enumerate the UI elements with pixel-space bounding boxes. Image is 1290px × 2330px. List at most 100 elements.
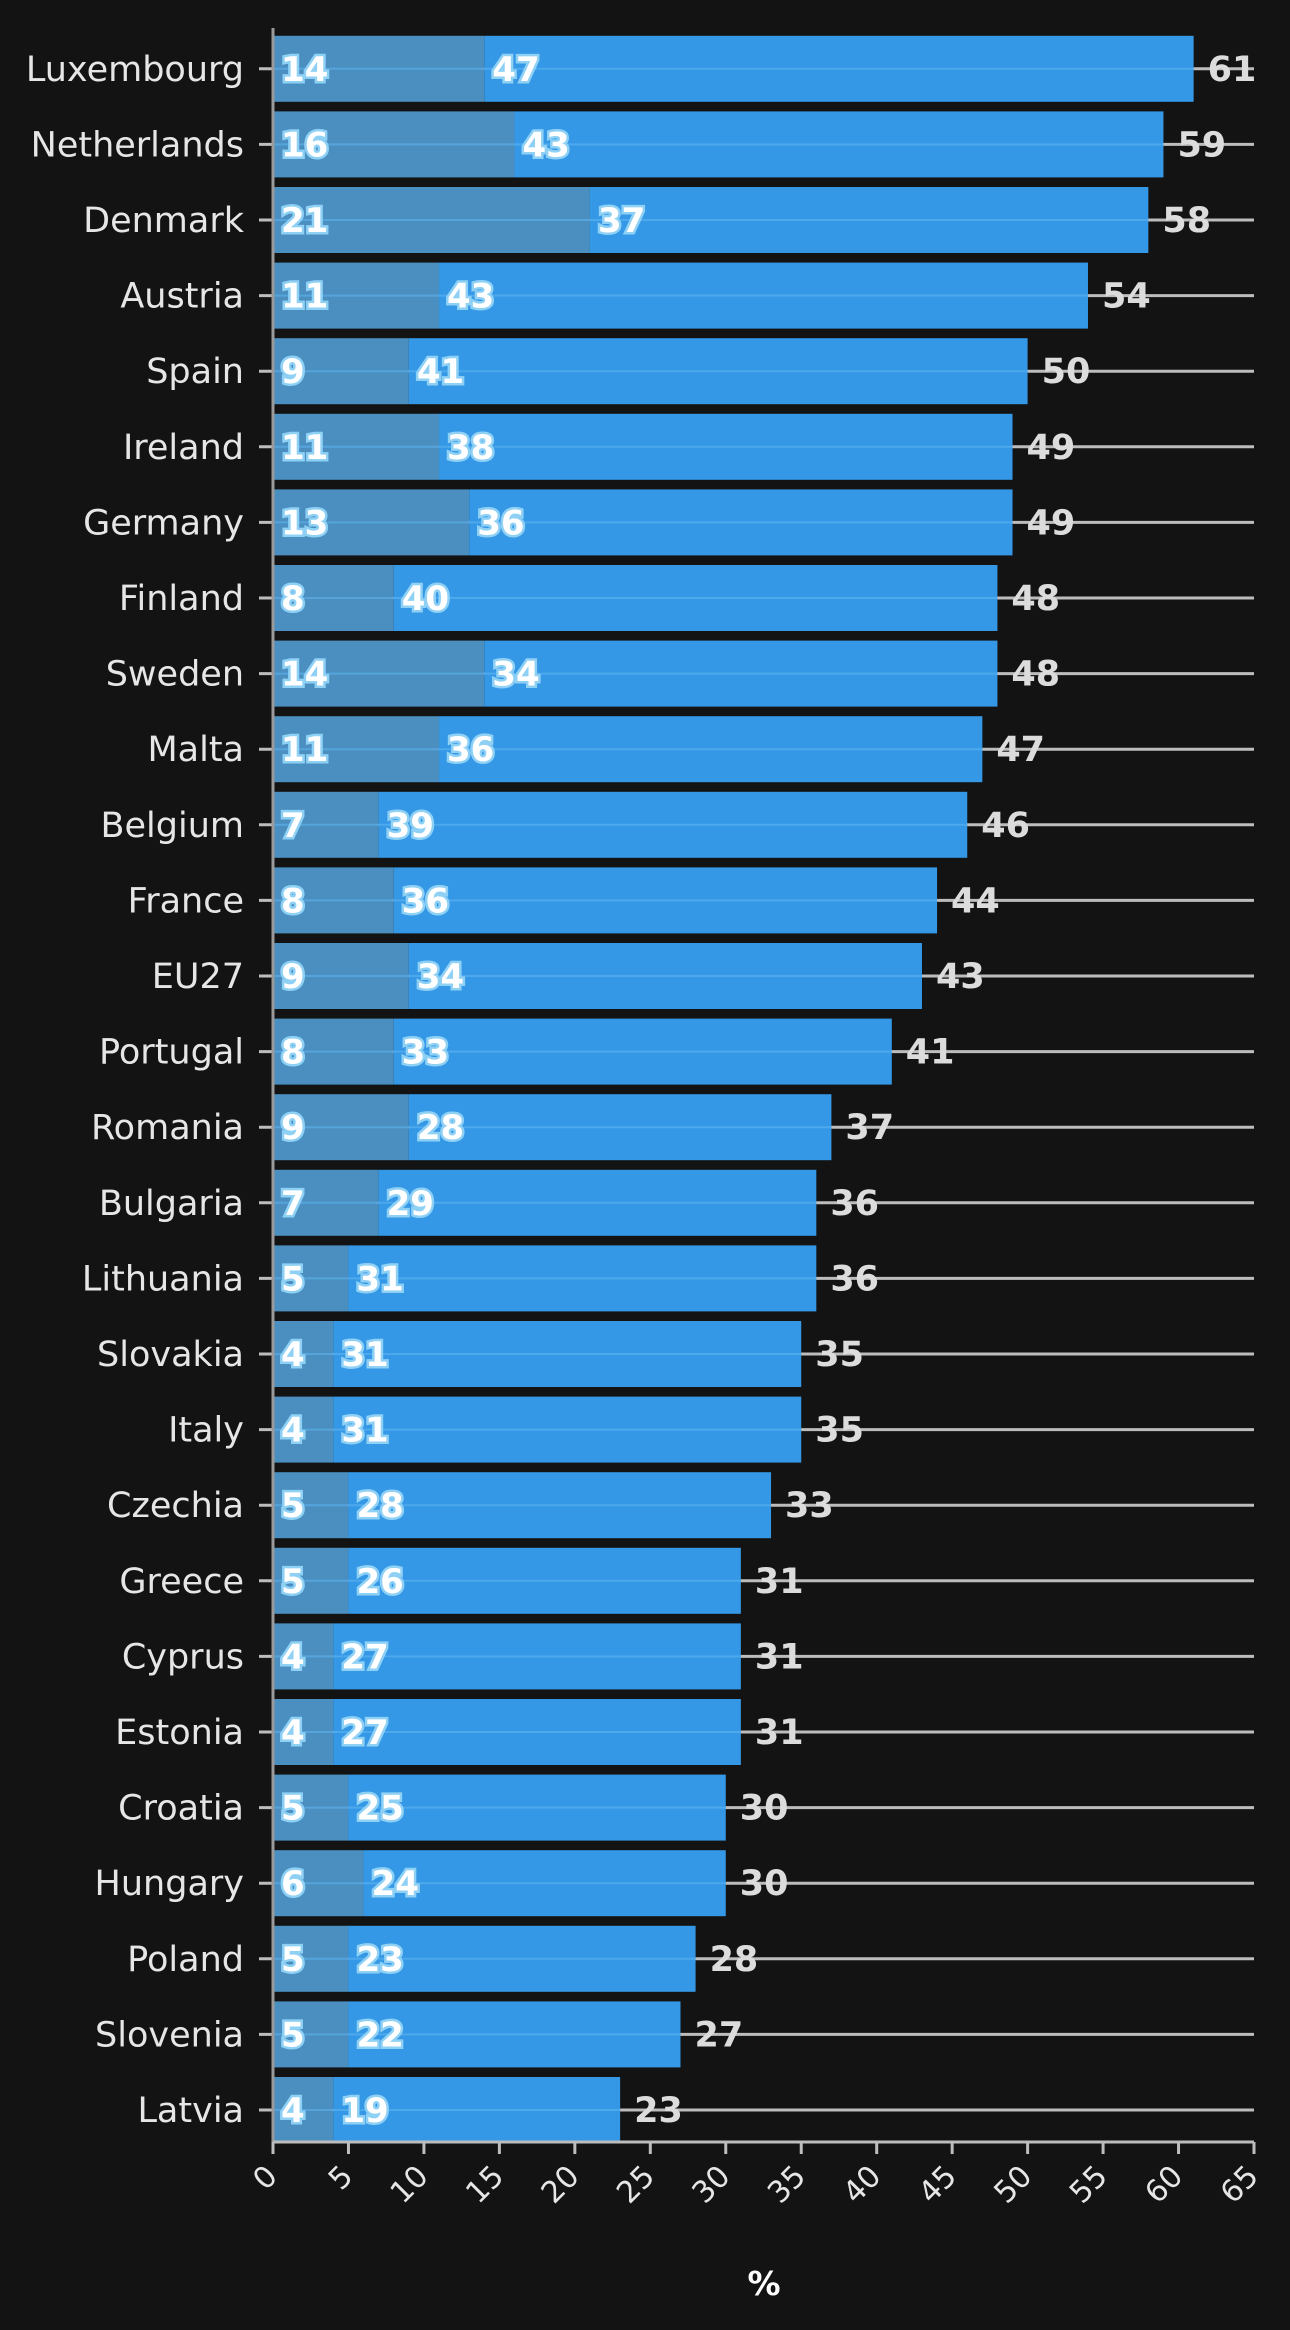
segment-1-label: 9 bbox=[281, 957, 305, 997]
total-label: 31 bbox=[755, 1562, 804, 1602]
segment-1-label: 11 bbox=[281, 428, 328, 468]
segment-2-label: 22 bbox=[356, 2015, 403, 2055]
segment-1-label: 4 bbox=[281, 2091, 305, 2131]
total-label: 30 bbox=[740, 1864, 789, 1904]
segment-1-label: 5 bbox=[281, 1486, 305, 1526]
segment-2-label: 41 bbox=[417, 352, 464, 392]
segment-2-label: 36 bbox=[447, 730, 494, 770]
segment-2-label: 24 bbox=[372, 1864, 419, 1904]
segment-1-label: 9 bbox=[281, 1108, 305, 1148]
segment-1-label: 5 bbox=[281, 2015, 305, 2055]
segment-1-label: 16 bbox=[281, 125, 328, 165]
x-tick-label: 25 bbox=[610, 2159, 662, 2211]
category-label: Romania bbox=[91, 1108, 244, 1148]
segment-1-label: 4 bbox=[281, 1411, 305, 1451]
segment-2-label: 38 bbox=[447, 428, 494, 468]
total-label: 30 bbox=[740, 1789, 789, 1829]
segment-2-label: 25 bbox=[356, 1789, 403, 1829]
segment-2-label: 40 bbox=[402, 579, 449, 619]
total-label: 28 bbox=[710, 1940, 759, 1980]
x-tick-label: 40 bbox=[837, 2159, 889, 2211]
x-tick-label: 65 bbox=[1214, 2159, 1266, 2211]
total-label: 36 bbox=[830, 1184, 879, 1224]
segment-2-label: 34 bbox=[492, 655, 539, 695]
segment-2-label: 36 bbox=[477, 503, 524, 543]
category-label: Belgium bbox=[101, 806, 245, 846]
segment-2-label: 28 bbox=[356, 1486, 403, 1526]
category-label: Germany bbox=[83, 503, 244, 543]
total-label: 58 bbox=[1162, 201, 1211, 241]
segment-1-label: 11 bbox=[281, 730, 328, 770]
segment-1-label: 4 bbox=[281, 1637, 305, 1677]
segment-1-label: 4 bbox=[281, 1335, 305, 1375]
total-label: 23 bbox=[634, 2091, 683, 2131]
segment-1-label: 11 bbox=[281, 277, 328, 317]
segment-2-label: 23 bbox=[356, 1940, 403, 1980]
category-label: Austria bbox=[120, 277, 244, 317]
segment-1-label: 14 bbox=[281, 655, 328, 695]
category-label: Luxembourg bbox=[26, 50, 244, 90]
segment-2-label: 36 bbox=[402, 881, 449, 921]
total-label: 31 bbox=[755, 1637, 804, 1677]
x-tick-label: 50 bbox=[988, 2159, 1040, 2211]
category-label: France bbox=[128, 881, 244, 921]
segment-1-label: 4 bbox=[281, 1713, 305, 1753]
total-label: 35 bbox=[815, 1335, 864, 1375]
x-tick-label: 20 bbox=[535, 2159, 587, 2211]
total-label: 35 bbox=[815, 1411, 864, 1451]
x-tick-label: 55 bbox=[1063, 2159, 1115, 2211]
segment-2-label: 28 bbox=[417, 1108, 464, 1148]
segment-1-label: 14 bbox=[281, 50, 328, 90]
total-label: 49 bbox=[1027, 503, 1076, 543]
segment-1-label: 8 bbox=[281, 1033, 305, 1073]
total-label: 43 bbox=[936, 957, 985, 997]
x-axis-title: % bbox=[747, 2264, 780, 2303]
category-label: Slovenia bbox=[95, 2015, 244, 2055]
category-label: Hungary bbox=[95, 1864, 244, 1904]
segment-1-label: 5 bbox=[281, 1789, 305, 1829]
total-label: 41 bbox=[906, 1033, 955, 1073]
total-label: 50 bbox=[1042, 352, 1091, 392]
category-label: Czechia bbox=[107, 1486, 244, 1526]
bars bbox=[273, 35, 1194, 2143]
category-label: Finland bbox=[119, 579, 244, 619]
segment-2-label: 31 bbox=[341, 1411, 388, 1451]
segment-1-label: 5 bbox=[281, 1940, 305, 1980]
x-tick-label: 15 bbox=[459, 2159, 511, 2211]
segment-2-label: 29 bbox=[387, 1184, 434, 1224]
x-tick-label: 30 bbox=[686, 2159, 738, 2211]
segment-1-label: 5 bbox=[281, 1562, 305, 1602]
segment-2-label: 34 bbox=[417, 957, 464, 997]
segment-1-label: 8 bbox=[281, 579, 305, 619]
category-label: Ireland bbox=[123, 428, 244, 468]
category-label: Slovakia bbox=[97, 1335, 244, 1375]
total-label: 61 bbox=[1208, 50, 1257, 90]
segment-2-label: 33 bbox=[402, 1033, 449, 1073]
segment-2-label: 27 bbox=[341, 1713, 388, 1753]
segment-2-label: 39 bbox=[387, 806, 434, 846]
segment-2-label: 47 bbox=[492, 50, 539, 90]
category-label: Malta bbox=[147, 730, 244, 770]
x-tick-label: 0 bbox=[246, 2159, 284, 2197]
category-label: Sweden bbox=[106, 655, 244, 695]
total-label: 36 bbox=[830, 1259, 879, 1299]
category-label: Poland bbox=[127, 1940, 244, 1980]
segment-1-label: 9 bbox=[281, 352, 305, 392]
segment-2-label: 26 bbox=[356, 1562, 403, 1602]
category-label: Estonia bbox=[115, 1713, 244, 1753]
x-tick-label: 60 bbox=[1138, 2159, 1190, 2211]
category-label: Italy bbox=[168, 1411, 244, 1451]
x-tick-label: 35 bbox=[761, 2159, 813, 2211]
segment-2-label: 31 bbox=[356, 1259, 403, 1299]
segment-1-label: 5 bbox=[281, 1259, 305, 1299]
total-label: 48 bbox=[1011, 579, 1060, 619]
total-label: 48 bbox=[1011, 655, 1060, 695]
total-label: 44 bbox=[951, 881, 1000, 921]
total-label: 54 bbox=[1102, 277, 1151, 317]
segment-2-label: 27 bbox=[341, 1637, 388, 1677]
category-label: EU27 bbox=[152, 957, 244, 997]
category-label: Denmark bbox=[83, 201, 245, 241]
segment-2-label: 43 bbox=[447, 277, 494, 317]
